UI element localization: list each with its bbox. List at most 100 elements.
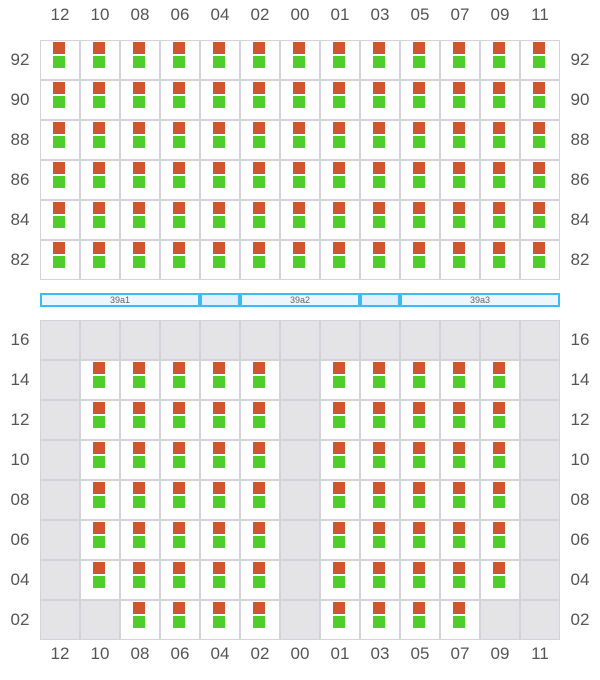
upper-unit-marker[interactable]	[493, 482, 505, 494]
lower-unit-marker[interactable]	[253, 496, 265, 508]
slot[interactable]	[361, 521, 399, 559]
slot[interactable]	[281, 161, 319, 199]
lower-unit-marker[interactable]	[493, 56, 505, 68]
upper-unit-marker[interactable]	[533, 242, 545, 254]
upper-unit-marker[interactable]	[133, 402, 145, 414]
slot[interactable]	[401, 601, 439, 639]
lower-unit-marker[interactable]	[133, 176, 145, 188]
slot[interactable]	[241, 521, 279, 559]
lower-unit-marker[interactable]	[373, 56, 385, 68]
slot[interactable]	[401, 121, 439, 159]
lower-unit-marker[interactable]	[173, 256, 185, 268]
lower-unit-marker[interactable]	[213, 576, 225, 588]
slot[interactable]	[201, 121, 239, 159]
lower-unit-marker[interactable]	[493, 96, 505, 108]
lower-unit-marker[interactable]	[253, 56, 265, 68]
slot[interactable]	[481, 481, 519, 519]
upper-unit-marker[interactable]	[173, 242, 185, 254]
upper-unit-marker[interactable]	[413, 122, 425, 134]
upper-unit-marker[interactable]	[333, 362, 345, 374]
zone-gap[interactable]	[360, 293, 400, 307]
upper-unit-marker[interactable]	[493, 162, 505, 174]
slot[interactable]	[441, 441, 479, 479]
slot[interactable]	[241, 601, 279, 639]
upper-unit-marker[interactable]	[173, 522, 185, 534]
upper-unit-marker[interactable]	[333, 202, 345, 214]
lower-unit-marker[interactable]	[93, 376, 105, 388]
slot[interactable]	[41, 241, 79, 279]
lower-unit-marker[interactable]	[133, 616, 145, 628]
slot[interactable]	[321, 401, 359, 439]
slot[interactable]	[441, 121, 479, 159]
slot[interactable]	[281, 201, 319, 239]
upper-unit-marker[interactable]	[213, 42, 225, 54]
upper-unit-marker[interactable]	[493, 402, 505, 414]
slot[interactable]	[121, 121, 159, 159]
upper-unit-marker[interactable]	[213, 82, 225, 94]
slot[interactable]	[361, 121, 399, 159]
upper-unit-marker[interactable]	[173, 362, 185, 374]
lower-unit-marker[interactable]	[213, 216, 225, 228]
slot[interactable]	[121, 481, 159, 519]
upper-unit-marker[interactable]	[93, 162, 105, 174]
slot[interactable]	[481, 241, 519, 279]
lower-unit-marker[interactable]	[93, 136, 105, 148]
lower-unit-marker[interactable]	[213, 376, 225, 388]
slot[interactable]	[41, 201, 79, 239]
lower-unit-marker[interactable]	[173, 216, 185, 228]
slot[interactable]	[481, 161, 519, 199]
slot[interactable]	[241, 361, 279, 399]
slot[interactable]	[281, 41, 319, 79]
upper-unit-marker[interactable]	[173, 442, 185, 454]
upper-unit-marker[interactable]	[373, 482, 385, 494]
slot[interactable]	[521, 121, 559, 159]
lower-unit-marker[interactable]	[333, 576, 345, 588]
upper-unit-marker[interactable]	[333, 442, 345, 454]
upper-unit-marker[interactable]	[213, 602, 225, 614]
lower-unit-marker[interactable]	[93, 216, 105, 228]
upper-unit-marker[interactable]	[453, 82, 465, 94]
slot[interactable]	[441, 361, 479, 399]
slot[interactable]	[361, 561, 399, 599]
lower-unit-marker[interactable]	[493, 456, 505, 468]
slot[interactable]	[241, 161, 279, 199]
lower-unit-marker[interactable]	[333, 136, 345, 148]
lower-unit-marker[interactable]	[373, 576, 385, 588]
lower-unit-marker[interactable]	[213, 256, 225, 268]
lower-unit-marker[interactable]	[53, 96, 65, 108]
upper-unit-marker[interactable]	[373, 362, 385, 374]
upper-unit-marker[interactable]	[333, 562, 345, 574]
slot[interactable]	[441, 201, 479, 239]
upper-unit-marker[interactable]	[293, 42, 305, 54]
slot[interactable]	[521, 161, 559, 199]
upper-unit-marker[interactable]	[213, 482, 225, 494]
lower-unit-marker[interactable]	[333, 56, 345, 68]
lower-unit-marker[interactable]	[333, 416, 345, 428]
slot[interactable]	[241, 481, 279, 519]
lower-unit-marker[interactable]	[53, 216, 65, 228]
slot[interactable]	[401, 241, 439, 279]
upper-unit-marker[interactable]	[93, 562, 105, 574]
lower-unit-marker[interactable]	[213, 96, 225, 108]
slot[interactable]	[41, 121, 79, 159]
upper-unit-marker[interactable]	[253, 442, 265, 454]
slot[interactable]	[241, 41, 279, 79]
upper-unit-marker[interactable]	[133, 482, 145, 494]
upper-unit-marker[interactable]	[53, 202, 65, 214]
lower-unit-marker[interactable]	[93, 56, 105, 68]
upper-unit-marker[interactable]	[373, 162, 385, 174]
upper-unit-marker[interactable]	[333, 122, 345, 134]
slot[interactable]	[241, 81, 279, 119]
lower-unit-marker[interactable]	[173, 456, 185, 468]
lower-unit-marker[interactable]	[453, 216, 465, 228]
slot[interactable]	[441, 161, 479, 199]
lower-unit-marker[interactable]	[333, 536, 345, 548]
slot[interactable]	[441, 81, 479, 119]
slot[interactable]	[121, 401, 159, 439]
lower-unit-marker[interactable]	[493, 376, 505, 388]
zone-segment[interactable]: 39a2	[240, 293, 360, 307]
lower-unit-marker[interactable]	[493, 496, 505, 508]
lower-unit-marker[interactable]	[533, 176, 545, 188]
upper-unit-marker[interactable]	[253, 522, 265, 534]
slot[interactable]	[521, 201, 559, 239]
